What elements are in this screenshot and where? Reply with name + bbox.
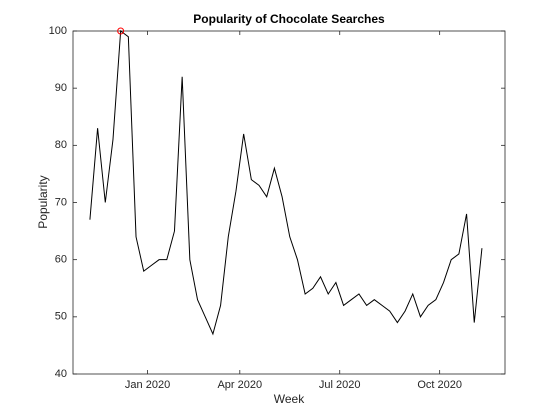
line — [89, 30, 483, 336]
y-tick-label: 40 — [55, 368, 67, 380]
y-tick-label: 60 — [55, 254, 67, 266]
highlight-marker — [117, 27, 125, 35]
x-axis-label: Week — [274, 392, 305, 406]
y-tick-label: 50 — [55, 311, 67, 323]
y-tick-label: 90 — [55, 82, 67, 94]
plot-area — [72, 30, 506, 375]
x-tick-label: Oct 2020 — [417, 379, 462, 391]
y-axis-label: Popularity — [36, 175, 50, 228]
x-tick-label: Apr 2020 — [217, 379, 262, 391]
x-tick-label: Jul 2020 — [319, 379, 361, 391]
chart-title: Popularity of Chocolate Searches — [193, 12, 385, 26]
y-tick-label: 100 — [49, 25, 67, 37]
x-tick-label: Jan 2020 — [125, 379, 170, 391]
y-tick-label: 70 — [55, 196, 67, 208]
y-tick-label: 80 — [55, 139, 67, 151]
